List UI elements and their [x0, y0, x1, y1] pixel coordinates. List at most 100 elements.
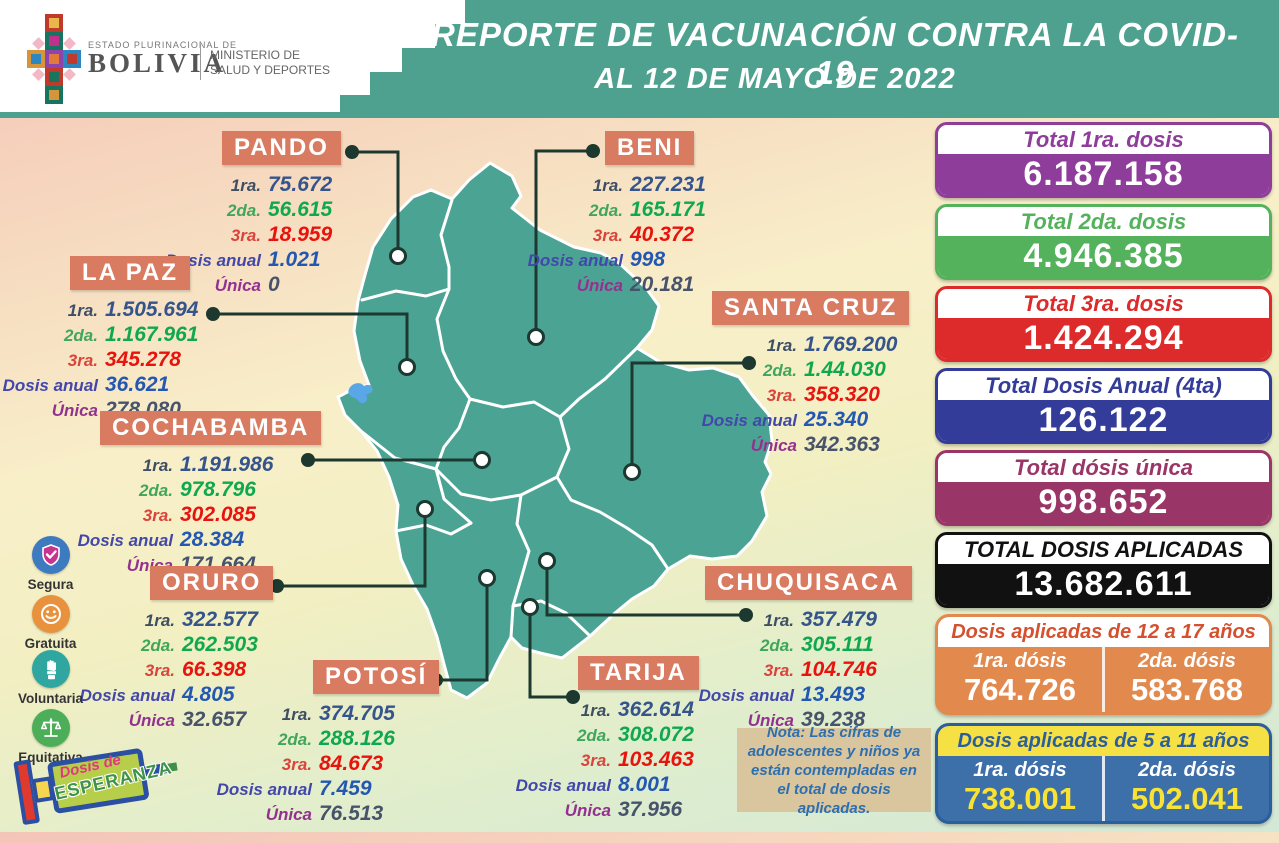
department-block-la_paz: LA PAZ 1ra. 1.505.694 2da. 1.167.961 3ra. 345.… — [3, 256, 207, 426]
stat-label-single: Única — [51, 401, 98, 420]
department-block-tarija: TARIJA 1ra. 362.614 2da. 308.072 3ra. 103.463 D… — [516, 656, 702, 826]
department-name-pando: PANDO — [222, 131, 341, 165]
stat-value-second: 978.796 — [180, 478, 256, 501]
stat-label-annual: Dosis anual — [216, 780, 312, 799]
stat-row-third: 3ra. 84.673 — [217, 752, 403, 777]
stat-value-single: 37.956 — [618, 798, 683, 821]
stat-row-third: 3ra. 104.746 — [699, 658, 893, 683]
stat-label-third: 3ra. — [763, 661, 794, 680]
total-card-total_unica: Total dósis única 998.652 — [935, 450, 1272, 526]
stat-row-first: 1ra. 362.614 — [516, 698, 702, 723]
stat-value-second: 56.615 — [268, 198, 333, 221]
stat-row-single: Única 76.513 — [217, 802, 403, 827]
total-card-value-total_2da: 4.946.385 — [938, 236, 1269, 277]
total-card-value-total_anual: 126.122 — [938, 400, 1269, 441]
stat-value-annual: 36.621 — [105, 373, 170, 396]
department-name-la_paz: LA PAZ — [70, 256, 190, 290]
age-group-card-5_11: Dosis aplicadas de 5 a 11 años 1ra. dósis… — [935, 723, 1272, 824]
stat-label-third: 3ra. — [230, 226, 261, 245]
stat-value-second: 288.126 — [319, 727, 395, 750]
stat-row-third: 3ra. 358.320 — [702, 383, 910, 408]
department-block-santa_cruz: SANTA CRUZ 1ra. 1.769.200 2da. 1.44.030 3ra. 3… — [702, 291, 910, 461]
stat-value-annual: 4.805 — [182, 683, 235, 706]
age-group-card-12_17: Dosis aplicadas de 12 a 17 años 1ra. dósi… — [935, 614, 1272, 715]
stat-row-second: 2da. 288.126 — [217, 727, 403, 752]
stat-label-annual: Dosis anual — [79, 686, 175, 705]
stat-value-first: 227.231 — [630, 173, 706, 196]
stat-value-second: 262.503 — [182, 633, 258, 656]
stat-label-single: Única — [128, 711, 175, 730]
total-card-total_aplicadas: TOTAL DOSIS APLICADAS 13.682.611 — [935, 532, 1272, 608]
department-stats-oruro: 1ra. 322.577 2da. 262.503 3ra. 66.398 Dosis an… — [80, 608, 270, 733]
department-name-oruro: ORURO — [150, 566, 274, 600]
dose-label: 1ra. dósis — [973, 650, 1067, 672]
smiley-icon — [31, 595, 70, 633]
stat-label-annual: Dosis anual — [701, 411, 797, 430]
stat-label-first: 1ra. — [230, 176, 261, 195]
stat-value-first: 75.672 — [268, 173, 333, 196]
stat-label-first: 1ra. — [580, 701, 611, 720]
dose-value: 502.041 — [1130, 781, 1244, 816]
stat-row-annual: Dosis anual 13.493 — [699, 683, 893, 708]
total-card-title-total_2da: Total 2da. dosis — [938, 207, 1269, 236]
shield-check-icon — [31, 536, 70, 574]
totals-sidebar: Total 1ra. dosis 6.187.158 Total 2da. dosi… — [935, 122, 1272, 832]
stat-row-third: 3ra. 18.959 — [166, 223, 340, 248]
dose-label: 2da. dósis — [1138, 759, 1236, 781]
stat-value-annual: 1.021 — [268, 248, 321, 271]
stat-label-second: 2da. — [759, 636, 794, 655]
department-name-beni: BENI — [605, 131, 695, 165]
stat-value-single: 39.238 — [801, 708, 866, 731]
stat-label-third: 3ra. — [766, 386, 797, 405]
department-block-beni: BENI 1ra. 227.231 2da. 165.171 3ra. 40.372 Dosi… — [515, 131, 716, 301]
principle-label-gratuita: Gratuita — [24, 636, 77, 651]
map-marker-pando — [389, 247, 407, 265]
stat-row-annual: Dosis anual 36.621 — [3, 373, 207, 398]
stat-row-second: 2da. 165.171 — [528, 198, 716, 223]
scales-icon — [31, 709, 70, 747]
principle-voluntaria: Voluntaria — [8, 650, 93, 706]
stat-value-first: 374.705 — [319, 702, 395, 725]
label-dot-pando — [345, 145, 359, 159]
dose-value: 764.726 — [963, 672, 1077, 707]
stat-value-second: 305.111 — [801, 633, 874, 656]
total-card-title-total_unica: Total dósis única — [938, 453, 1269, 482]
department-name-tarija: TARIJA — [578, 656, 699, 690]
note-label: Nota: — [766, 723, 806, 741]
stat-label-first: 1ra. — [281, 705, 312, 724]
stat-row-annual: Dosis anual 4.805 — [80, 683, 270, 708]
stat-value-annual: 7.459 — [319, 777, 372, 800]
department-stats-santa_cruz: 1ra. 1.769.200 2da. 1.44.030 3ra. 358.320 Dosi… — [702, 333, 910, 458]
stat-row-first: 1ra. 1.769.200 — [702, 333, 910, 358]
stat-label-third: 3ra. — [142, 506, 173, 525]
age-group-col2-12_17: 2da. dósis 583.768 — [1102, 647, 1269, 712]
stat-value-second: 1.44.030 — [804, 358, 886, 381]
stat-value-annual: 8.001 — [618, 773, 671, 796]
stat-label-second: 2da. — [576, 726, 611, 745]
total-card-title-total_3ra: Total 3ra. dosis — [938, 289, 1269, 318]
stat-row-second: 2da. 978.796 — [78, 478, 292, 503]
stat-value-first: 362.614 — [618, 698, 694, 721]
map-marker-chuquisaca — [538, 552, 556, 570]
header-teal-strip — [0, 112, 345, 118]
connector-line-pando — [352, 150, 400, 256]
stat-row-second: 2da. 305.111 — [699, 633, 893, 658]
stat-label-second: 2da. — [226, 201, 261, 220]
connector-line-la_paz — [213, 312, 409, 367]
stat-value-first: 1.191.986 — [180, 453, 274, 476]
stat-row-first: 1ra. 1.191.986 — [78, 453, 292, 478]
stat-label-second: 2da. — [762, 361, 797, 380]
stat-label-first: 1ra. — [763, 611, 794, 630]
report-date: AL 12 DE MAYO DE 2022 — [594, 63, 956, 95]
stat-label-annual: Dosis anual — [515, 776, 611, 795]
age-group-col1-12_17: 1ra. dósis 764.726 — [938, 647, 1102, 712]
principle-label-voluntaria: Voluntaria — [17, 691, 83, 706]
stat-label-annual: Dosis anual — [77, 531, 173, 550]
stat-label-second: 2da. — [138, 481, 173, 500]
note-text: Las cifras de adolescentes y niños ya es… — [747, 723, 921, 817]
stat-label-third: 3ra. — [580, 751, 611, 770]
stat-label-single: Única — [576, 276, 623, 295]
stat-label-third: 3ra. — [144, 661, 175, 680]
department-stats-potosi: 1ra. 374.705 2da. 288.126 3ra. 84.673 Dosis an… — [217, 702, 403, 827]
stat-value-third: 302.085 — [180, 503, 256, 526]
